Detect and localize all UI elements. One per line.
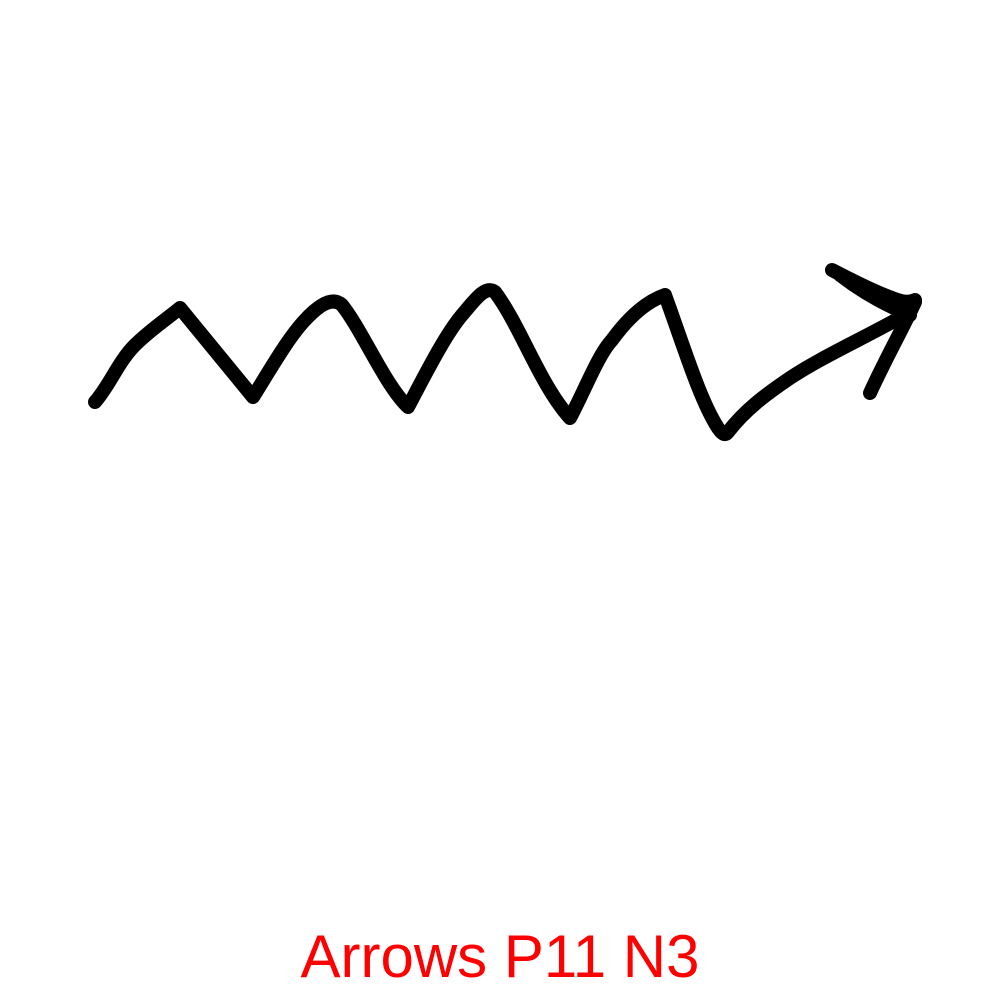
- arrow-head-inner-stroke: [833, 268, 917, 322]
- caption-label: Arrows P11 N3: [300, 923, 700, 990]
- arrow-zigzag-shaft: [88, 283, 912, 442]
